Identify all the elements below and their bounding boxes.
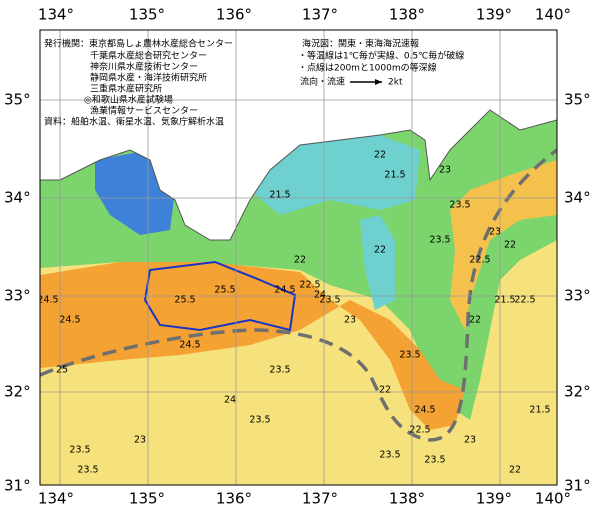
longitude-label: 134°: [38, 490, 74, 508]
issuer: 漁業情報サービスセンター: [90, 105, 198, 117]
longitude-label: 137°: [302, 6, 338, 24]
isotherm-label: 23.5: [319, 295, 340, 306]
longitude-label: 135°: [129, 6, 165, 24]
isotherm-label: 25: [56, 365, 68, 376]
isotherm-label: 22: [294, 255, 306, 266]
land: [40, 30, 557, 241]
coordinate-labels: 134° 134° 135° 135° 136° 136° 137° 137° 138° 138°…: [4, 6, 591, 508]
note: ・等温線は1℃毎が実線、0.5℃毎が破線: [298, 50, 464, 62]
longitude-label: 134°: [38, 6, 74, 24]
isotherm-label: 22.5: [409, 425, 430, 436]
longitude-label: 139°: [476, 6, 512, 24]
current-arrow-head: [375, 79, 382, 85]
latitude-label: 34°: [4, 189, 31, 207]
isotherm-label: 22: [504, 240, 516, 251]
longitude-label: 136°: [216, 6, 252, 24]
current-label: 流向・流速: [300, 76, 345, 88]
isotherm-label: 22.5: [514, 295, 535, 306]
isotherm-label: 23.5: [379, 450, 400, 461]
map-frame: [39, 29, 558, 486]
kuroshio-axis: [40, 148, 557, 442]
isotherm-label: 21.5: [384, 170, 405, 181]
isotherm-label: 23.5: [69, 445, 90, 456]
longitude-label: 140°: [535, 6, 571, 24]
isotherm-label: 23.5: [449, 200, 470, 211]
isotherm-label: 23.5: [399, 350, 420, 361]
note: ・点線は200mと1000mの等深線: [298, 62, 437, 74]
isotherm-label: 22: [379, 385, 391, 396]
latitude-label: 31°: [4, 477, 31, 495]
warm-tongue: [450, 160, 557, 330]
longitude-label: 139°: [476, 490, 512, 508]
longitude-label: 136°: [216, 490, 252, 508]
isotherm-label: 21.5: [269, 190, 290, 201]
isotherm-label: 24.5: [37, 295, 58, 306]
latitude-label: 33°: [4, 287, 31, 305]
isotherm-label: 24.5: [179, 340, 200, 351]
longitude-label: 138°: [389, 490, 425, 508]
isotherm-label: 25.5: [214, 285, 235, 296]
isotherm-label: 21.5: [494, 295, 515, 306]
issuer: 静岡県水産・海洋技術研究所: [90, 72, 207, 84]
latitude-label: 35°: [4, 91, 31, 109]
current-speed: 2kt: [388, 78, 403, 88]
latitude-label: 32°: [4, 383, 31, 401]
isotherm-label: 25.5: [174, 295, 195, 306]
isotherm-label: 22: [509, 465, 521, 476]
longitude-label: 135°: [129, 490, 165, 508]
isotherm-label: 23: [489, 227, 501, 238]
isotherm-label: 23.5: [249, 415, 270, 426]
latitude-label: 33°: [564, 287, 591, 305]
issuer: ◎和歌山県水産試験場: [84, 94, 173, 106]
isotherm-label: 23: [464, 435, 476, 446]
latitude-label: 31°: [564, 477, 591, 495]
contour-25: [143, 260, 297, 332]
isotherm-label: 23.5: [269, 365, 290, 376]
isotherm-label: 23.5: [424, 455, 445, 466]
isotherm-label: 21.5: [529, 405, 550, 416]
isotherm-label: 24.5: [414, 405, 435, 416]
latitude-label: 35°: [564, 91, 591, 109]
isotherm-label: 24: [314, 290, 326, 301]
isotherm-label: 22: [374, 245, 386, 256]
isotherm-label: 23: [134, 435, 146, 446]
latitude-label: 34°: [564, 189, 591, 207]
legend: 発行機関：東京都島しょ農林水産総合センター 千葉県水産総合研究センター 神奈川県…: [44, 38, 464, 128]
isotherm-label: 23: [344, 315, 356, 326]
issuer: 発行機関：東京都島しょ農林水産総合センター: [44, 38, 233, 50]
isotherm-label: 24.5: [274, 285, 295, 296]
isotherm-label: 23.5: [429, 235, 450, 246]
sources: 資料：船舶水温、衛星水温、気象庁解析水温: [44, 116, 224, 128]
isotherm-label: 22: [374, 150, 386, 161]
map-title: 海況図：関東・東海海況速報: [302, 38, 419, 50]
isotherm-label: 22.5: [299, 280, 320, 291]
issuer: 神奈川県水産技術センター: [90, 61, 198, 73]
isotherm-label: 22: [469, 315, 481, 326]
longitude-label: 140°: [535, 490, 571, 508]
issuer: 千葉県水産総合研究センター: [90, 50, 207, 62]
cold-water-tongue: [360, 215, 395, 310]
isotherm-label: 23.5: [77, 465, 98, 476]
longitude-label: 138°: [389, 6, 425, 24]
isotherm-label: 22.5: [469, 255, 490, 266]
longitude-label: 137°: [302, 490, 338, 508]
graticule: [40, 30, 557, 485]
isotherm-label: 24.5: [59, 315, 80, 326]
isotherm-label: 24: [224, 395, 236, 406]
latitude-label: 32°: [564, 383, 591, 401]
isotherm-label: 23: [439, 165, 451, 176]
issuer: 三重県水産研究所: [90, 83, 162, 95]
